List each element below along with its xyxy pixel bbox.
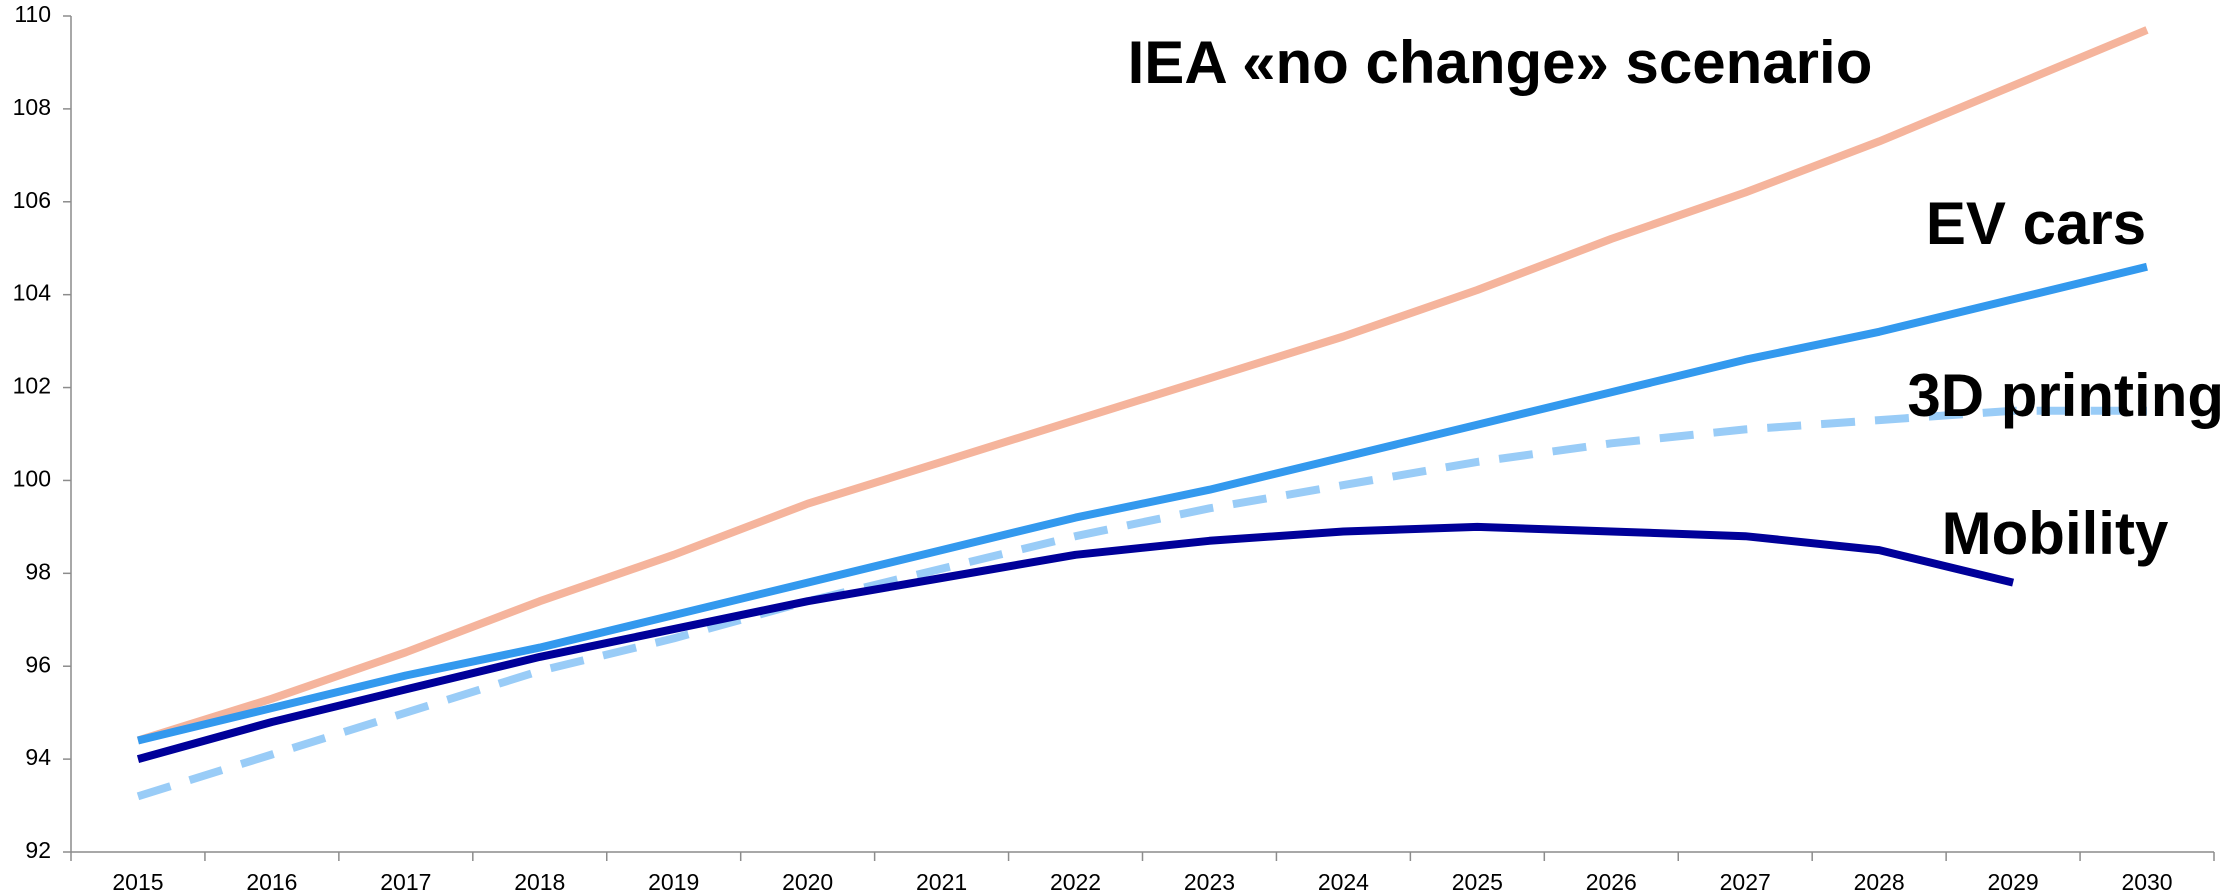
y-tick-label: 96 [25,651,51,677]
x-tick-label: 2017 [380,869,431,895]
x-tick-label: 2023 [1184,869,1235,895]
y-tick-label: 106 [13,187,51,213]
x-tick-label: 2018 [514,869,565,895]
x-tick-label: 2021 [916,869,967,895]
series-line [137,262,2148,745]
y-tick-label: 94 [25,744,51,770]
series-line [136,406,2147,801]
series-label: Mobility [1942,500,2169,567]
x-tick-label: 2016 [246,869,297,895]
x-tick-label: 2025 [1452,869,1503,895]
x-tick-label: 2027 [1720,869,1771,895]
series-label: 3D printing [1907,362,2224,429]
x-tick-label: 2020 [782,869,833,895]
x-tick-label: 2029 [1988,869,2039,895]
y-tick-label: 110 [14,1,51,27]
y-tick-label: 108 [13,94,51,120]
series-line [136,26,2149,745]
x-tick-label: 2022 [1050,869,1101,895]
x-tick-label: 2024 [1318,869,1369,895]
x-tick-label: 2030 [2121,869,2172,895]
series-label: EV cars [1926,190,2146,257]
y-tick-label: 104 [13,280,52,306]
y-tick-label: 98 [25,558,51,584]
x-tick-label: 2015 [112,869,163,895]
x-tick-label: 2026 [1586,869,1637,895]
x-tick-label: 2028 [1854,869,1905,895]
x-tick-label: 2019 [648,869,699,895]
y-tick-label: 92 [25,837,51,863]
series-label: IEA «no change» scenario [1128,29,1873,96]
series-line [136,522,2015,763]
y-tick-label: 102 [13,373,51,399]
y-tick-label: 100 [13,466,51,492]
